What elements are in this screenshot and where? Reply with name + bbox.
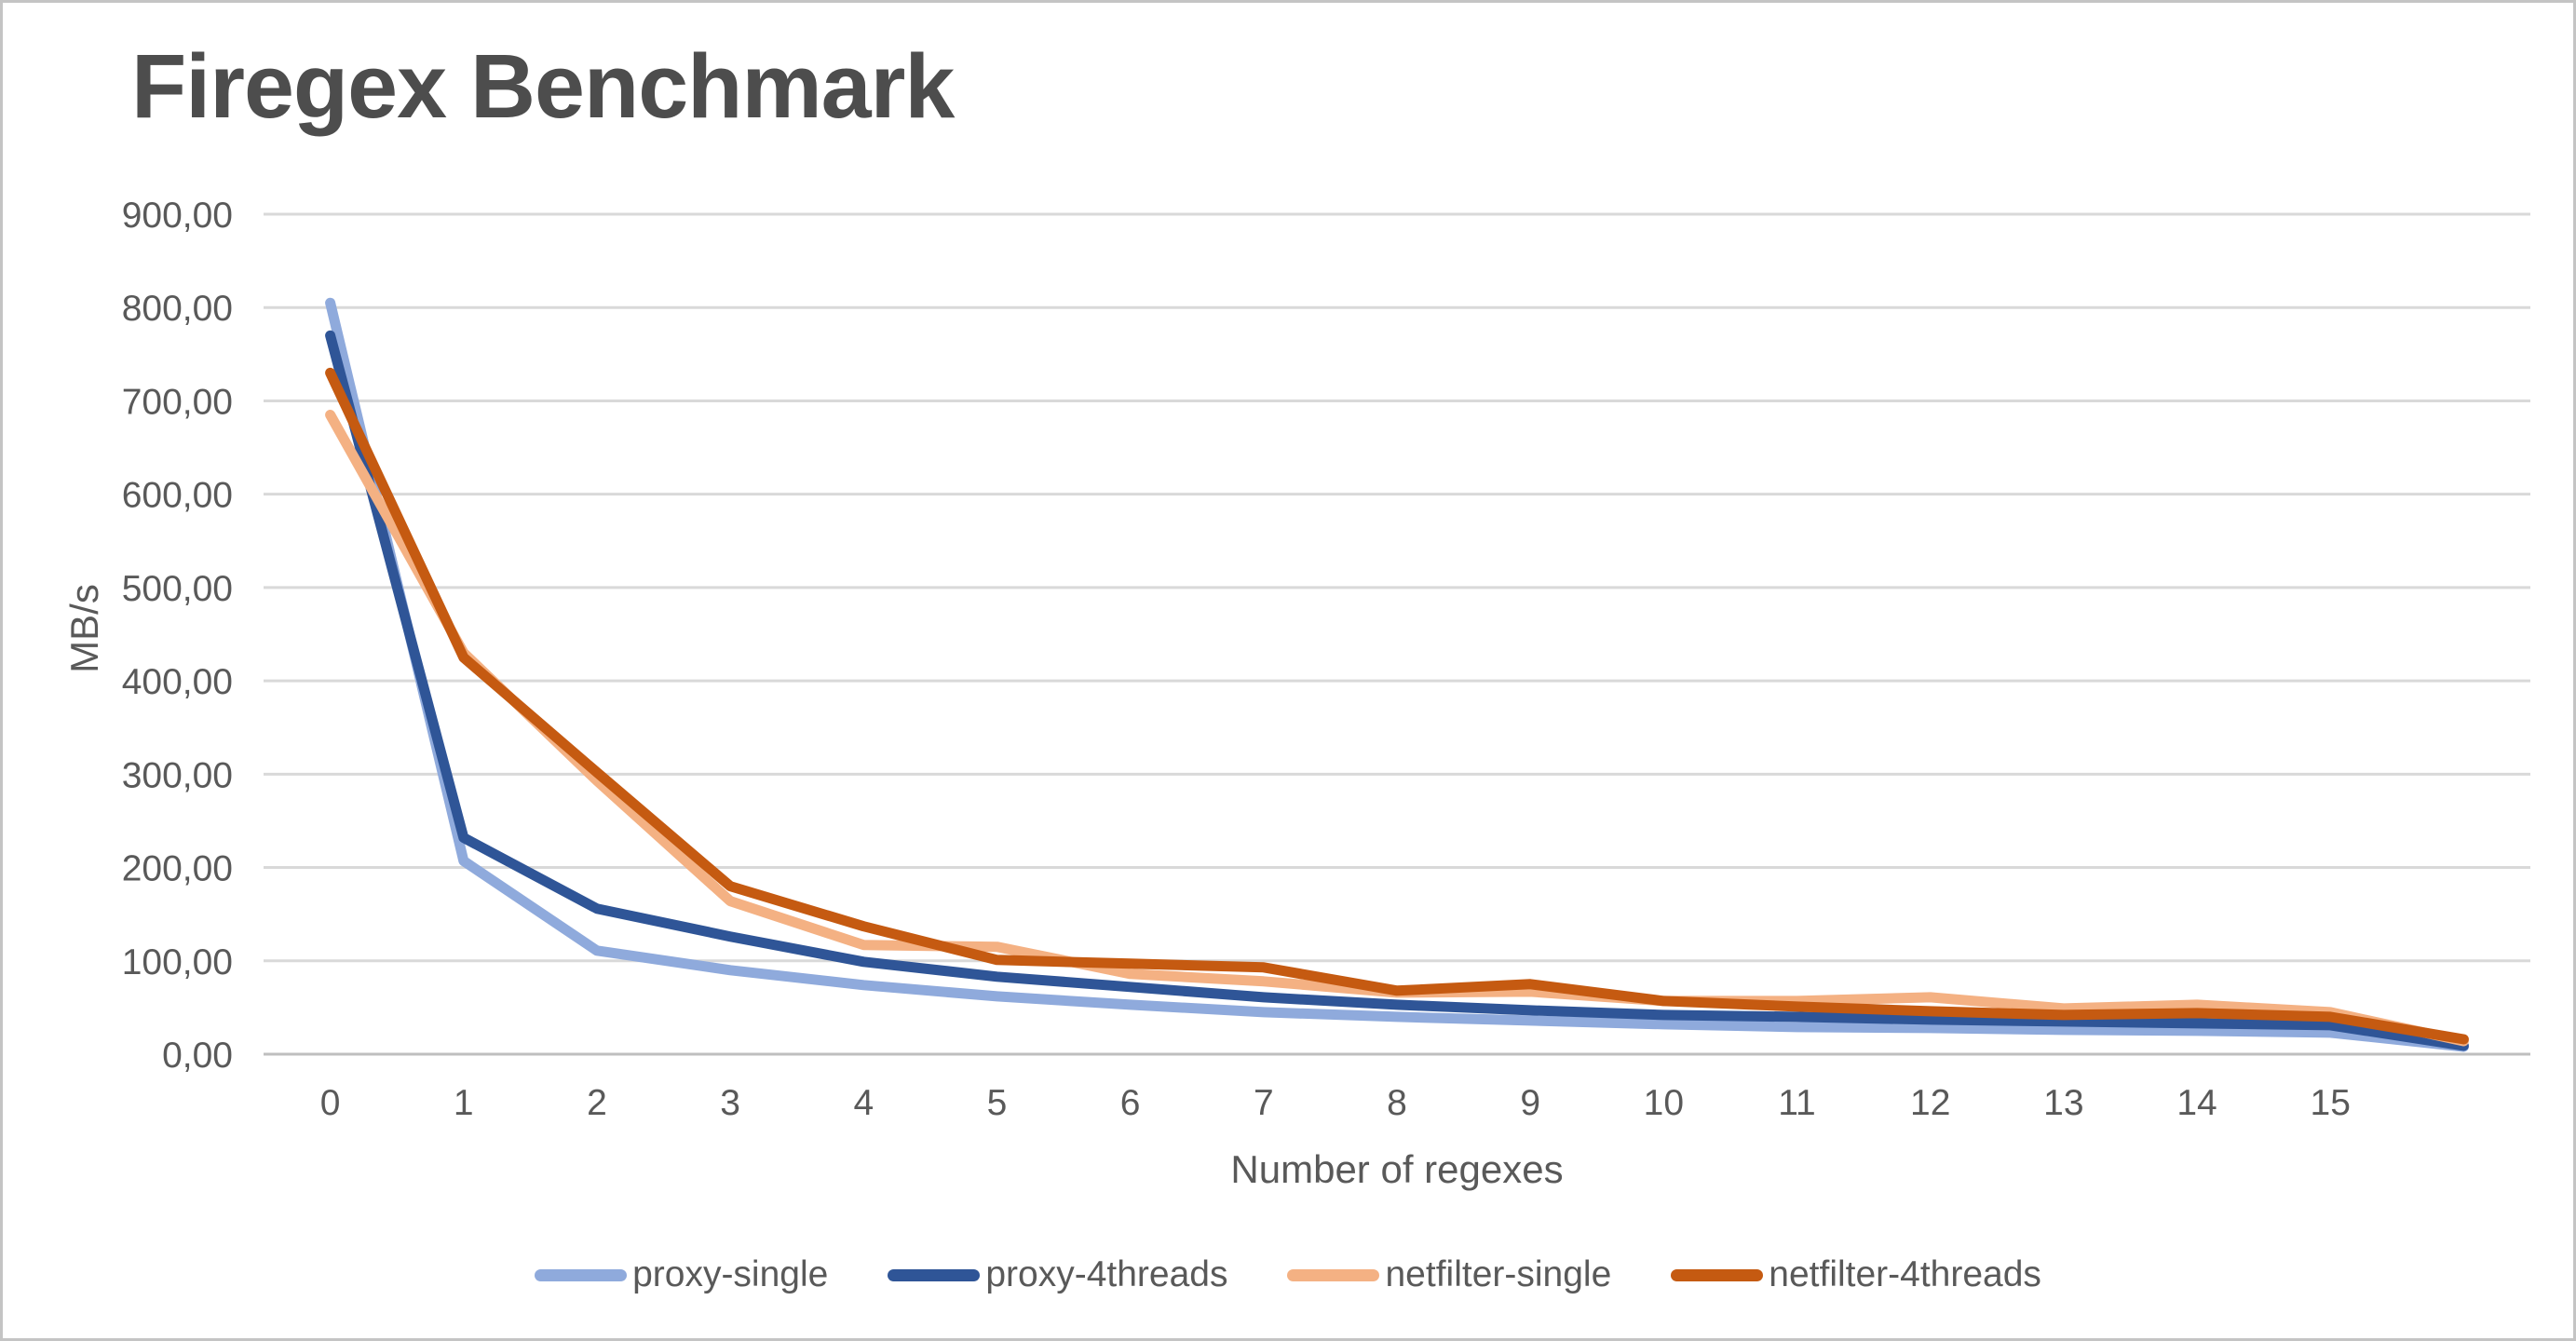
x-tick-label: 4 <box>853 1083 874 1123</box>
y-tick-label: 500,00 <box>122 569 233 609</box>
x-tick-label: 7 <box>1254 1083 1274 1123</box>
x-tick-label: 10 <box>1644 1083 1684 1123</box>
y-tick-label: 700,00 <box>122 382 233 422</box>
legend-label: netfilter-single <box>1385 1254 1612 1294</box>
y-tick-label: 400,00 <box>122 662 233 702</box>
series-line-netfilter-single <box>325 410 2469 1047</box>
y-tick-label: 800,00 <box>122 289 233 329</box>
series-line-netfilter-4threads <box>325 367 2469 1045</box>
legend-label: proxy-4threads <box>985 1254 1228 1294</box>
legend-item-netfilter-4threads: netfilter-4threads <box>1671 1254 2041 1295</box>
legend-swatch-netfilter-single <box>1287 1268 1380 1281</box>
y-axis-tick-labels: 0,00 100,00 200,00 300,00 400,00 500,00 600,00… <box>122 196 233 1076</box>
x-tick-label: 11 <box>1778 1083 1816 1123</box>
x-tick-label: 13 <box>2043 1083 2083 1123</box>
x-axis-title: Number of regexes <box>1230 1147 1564 1191</box>
legend-swatch-proxy-single <box>535 1268 628 1281</box>
y-tick-label: 300,00 <box>122 755 233 795</box>
x-tick-label: 2 <box>587 1083 607 1123</box>
x-tick-label: 12 <box>1910 1083 1950 1123</box>
y-tick-label: 200,00 <box>122 849 233 889</box>
x-tick-label: 0 <box>320 1083 341 1123</box>
y-tick-label: 600,00 <box>122 476 233 516</box>
legend-item-proxy-4threads: proxy-4threads <box>888 1254 1227 1295</box>
benchmark-line-chart: 0,00 100,00 200,00 300,00 400,00 500,00 600,00… <box>122 196 2530 1123</box>
x-tick-label: 9 <box>1520 1083 1540 1123</box>
series-line-proxy-single <box>325 297 2469 1052</box>
y-tick-label: 100,00 <box>122 942 233 982</box>
x-tick-label: 8 <box>1387 1083 1407 1123</box>
legend: proxy-single proxy-4threads netfilter-si… <box>3 1254 2573 1295</box>
y-tick-label: 900,00 <box>122 196 233 236</box>
y-tick-label: 0,00 <box>162 1036 233 1076</box>
x-tick-label: 5 <box>987 1083 1008 1123</box>
x-tick-label: 15 <box>2311 1083 2351 1123</box>
chart-title: Firegex Benchmark <box>131 35 955 137</box>
series-line-proxy-4threads <box>325 330 2469 1051</box>
legend-swatch-netfilter-4threads <box>1671 1268 1764 1281</box>
x-tick-label: 1 <box>454 1083 474 1123</box>
x-tick-label: 3 <box>720 1083 740 1123</box>
x-axis-tick-labels: 0 1 2 3 4 5 6 7 8 9 10 11 12 13 14 15 <box>320 1083 2351 1123</box>
x-tick-label: 6 <box>1120 1083 1141 1123</box>
legend-item-netfilter-single: netfilter-single <box>1287 1254 1611 1295</box>
legend-swatch-proxy-4threads <box>888 1268 981 1281</box>
y-axis-title: MB/s <box>62 584 106 673</box>
x-tick-label: 14 <box>2176 1083 2217 1123</box>
gridlines <box>264 212 2530 1056</box>
legend-label: proxy-single <box>632 1254 829 1294</box>
legend-label: netfilter-4threads <box>1769 1254 2041 1294</box>
legend-item-proxy-single: proxy-single <box>535 1254 828 1295</box>
